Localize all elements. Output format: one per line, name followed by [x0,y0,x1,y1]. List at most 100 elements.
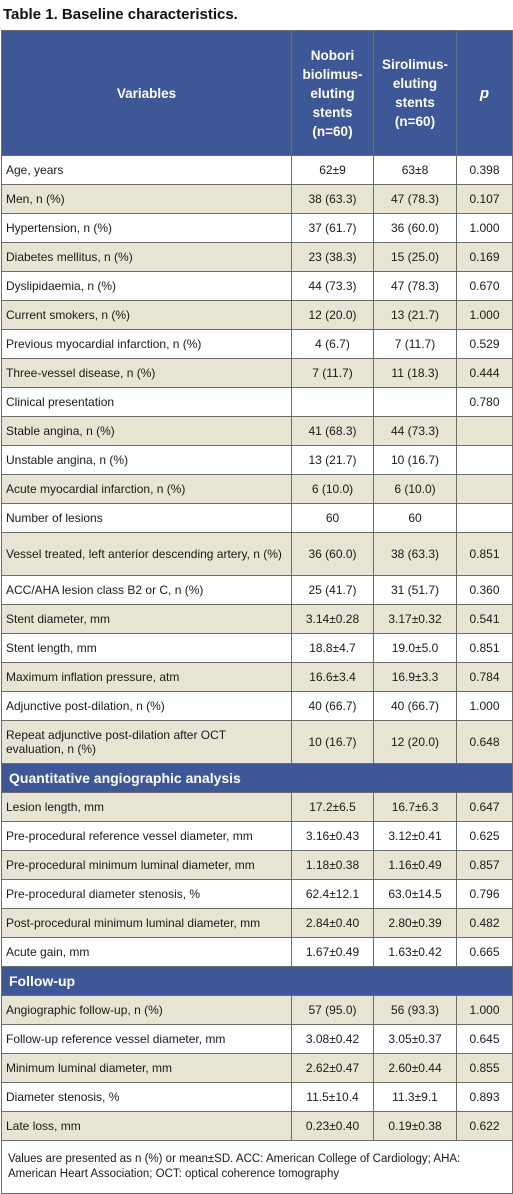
header-row: Variables Nobori biolimus- eluting stent… [1,30,513,156]
row-label: Minimum luminal diameter, mm [1,1053,292,1083]
sirolimus-value: 31 (51.7) [373,575,457,605]
sirolimus-value: 1.16±0.49 [373,850,457,880]
sirolimus-value: 63±8 [373,155,457,185]
p-value: 0.398 [456,155,513,185]
table-row: Angiographic follow-up, n (%) 57 (95.0) 56… [1,995,513,1025]
p-value: 1.000 [456,300,513,330]
row-label: ACC/AHA lesion class B2 or C, n (%) [1,575,292,605]
sirolimus-value: 10 (16.7) [373,445,457,475]
sirolimus-value: 3.05±0.37 [373,1024,457,1054]
nobori-value: 3.08±0.42 [291,1024,374,1054]
nobori-value: 7 (11.7) [291,358,374,388]
header-nobori-line: (n=60) [312,123,353,139]
p-value: 0.107 [456,184,513,214]
section-title: Follow-up [1,966,513,996]
sirolimus-value: 13 (21.7) [373,300,457,330]
row-label: Adjunctive post-dilation, n (%) [1,691,292,721]
row-label: Dyslipidaemia, n (%) [1,271,292,301]
nobori-value: 60 [291,503,374,533]
baseline-table: Variables Nobori biolimus- eluting stent… [1,30,513,1194]
p-value [456,445,513,475]
p-value: 0.169 [456,242,513,272]
table-row: Hypertension, n (%) 37 (61.7) 36 (60.0) 1.0… [1,213,513,243]
p-value: 0.851 [456,633,513,663]
table-row: Lesion length, mm 17.2±6.5 16.7±6.3 0.647 [1,792,513,822]
header-p-value: p [456,30,513,156]
table-row: Maximum inflation pressure, atm 16.6±3.4 1… [1,662,513,692]
sirolimus-value: 47 (78.3) [373,184,457,214]
sirolimus-value: 2.80±0.39 [373,908,457,938]
p-value: 0.893 [456,1082,513,1112]
sirolimus-value: 7 (11.7) [373,329,457,359]
row-label: Acute myocardial infarction, n (%) [1,474,292,504]
p-value [456,474,513,504]
nobori-value: 6 (10.0) [291,474,374,504]
header-sirolimus-line: Sirolimus- [381,57,448,72]
nobori-value: 1.18±0.38 [291,850,374,880]
p-value: 0.851 [456,532,513,576]
sirolimus-value: 11.3±9.1 [373,1082,457,1112]
table-row: Age, years 62±9 63±8 0.398 [1,155,513,185]
table-row: Diabetes mellitus, n (%) 23 (38.3) 15 (25.… [1,242,513,272]
p-value: 1.000 [456,995,513,1025]
nobori-value: 11.5±10.4 [291,1082,374,1112]
row-label: Diabetes mellitus, n (%) [1,242,292,272]
p-value: 0.648 [456,720,513,764]
table-row: Acute myocardial infarction, n (%) 6 (10.… [1,474,513,504]
nobori-value [291,387,374,417]
row-label: Vessel treated, left anterior descending… [1,532,292,576]
p-value: 1.000 [456,691,513,721]
header-sirolimus-line: eluting [392,76,438,91]
table-row: Previous myocardial infarction, n (%) 4 (… [1,329,513,359]
table-row: Pre-procedural diameter stenosis, % 62.4±… [1,879,513,909]
table-row: Late loss, mm 0.23±0.40 0.19±0.38 0.622 [1,1111,513,1141]
header-nobori-line: eluting [310,85,355,101]
sirolimus-value: 16.9±3.3 [373,662,457,692]
p-value: 0.625 [456,821,513,851]
p-value: 0.665 [456,937,513,967]
table-row: Dyslipidaemia, n (%) 44 (73.3) 47 (78.3) 0.… [1,271,513,301]
p-value: 0.796 [456,879,513,909]
nobori-value: 12 (20.0) [291,300,374,330]
row-label: Late loss, mm [1,1111,292,1141]
nobori-value: 10 (16.7) [291,720,374,764]
nobori-value: 25 (41.7) [291,575,374,605]
section-header-row: Follow-up [1,966,513,996]
row-label: Clinical presentation [1,387,292,417]
row-label: Diameter stenosis, % [1,1082,292,1112]
section-header-row: Quantitative angiographic analysis [1,763,513,793]
nobori-value: 57 (95.0) [291,995,374,1025]
row-label: Follow-up reference vessel diameter, mm [1,1024,292,1054]
header-sirolimus: Sirolimus- eluting stents (n=60) [373,30,457,156]
p-value: 0.529 [456,329,513,359]
nobori-value: 36 (60.0) [291,532,374,576]
table-title: Table 1. Baseline characteristics. [3,6,238,23]
nobori-value: 17.2±6.5 [291,792,374,822]
row-label: Unstable angina, n (%) [1,445,292,475]
p-value: 0.622 [456,1111,513,1141]
header-nobori-line: stents [312,104,353,120]
nobori-value: 62±9 [291,155,374,185]
row-label: Lesion length, mm [1,792,292,822]
header-variables: Variables [1,30,292,156]
header-nobori: Nobori biolimus- eluting stents (n=60) [291,30,374,156]
sirolimus-value: 11 (18.3) [373,358,457,388]
sirolimus-value: 0.19±0.38 [373,1111,457,1141]
row-label: Previous myocardial infarction, n (%) [1,329,292,359]
p-value: 0.444 [456,358,513,388]
table-row: Stent diameter, mm 3.14±0.28 3.17±0.32 0.54… [1,604,513,634]
footnote-row: Values are presented as n (%) or mean±SD… [1,1140,513,1194]
header-nobori-line: biolimus- [302,66,363,82]
sirolimus-value [373,387,457,417]
row-label: Three-vessel disease, n (%) [1,358,292,388]
nobori-value: 41 (68.3) [291,416,374,446]
table-row: Unstable angina, n (%) 13 (21.7) 10 (16.7) [1,445,513,475]
row-label: Pre-procedural reference vessel diameter… [1,821,292,851]
row-label: Repeat adjunctive post-dilation after OC… [1,720,292,764]
nobori-value: 38 (63.3) [291,184,374,214]
nobori-value: 2.62±0.47 [291,1053,374,1083]
p-value: 0.855 [456,1053,513,1083]
header-sirolimus-line: (n=60) [394,114,436,129]
table-row: ACC/AHA lesion class B2 or C, n (%) 25 (4… [1,575,513,605]
